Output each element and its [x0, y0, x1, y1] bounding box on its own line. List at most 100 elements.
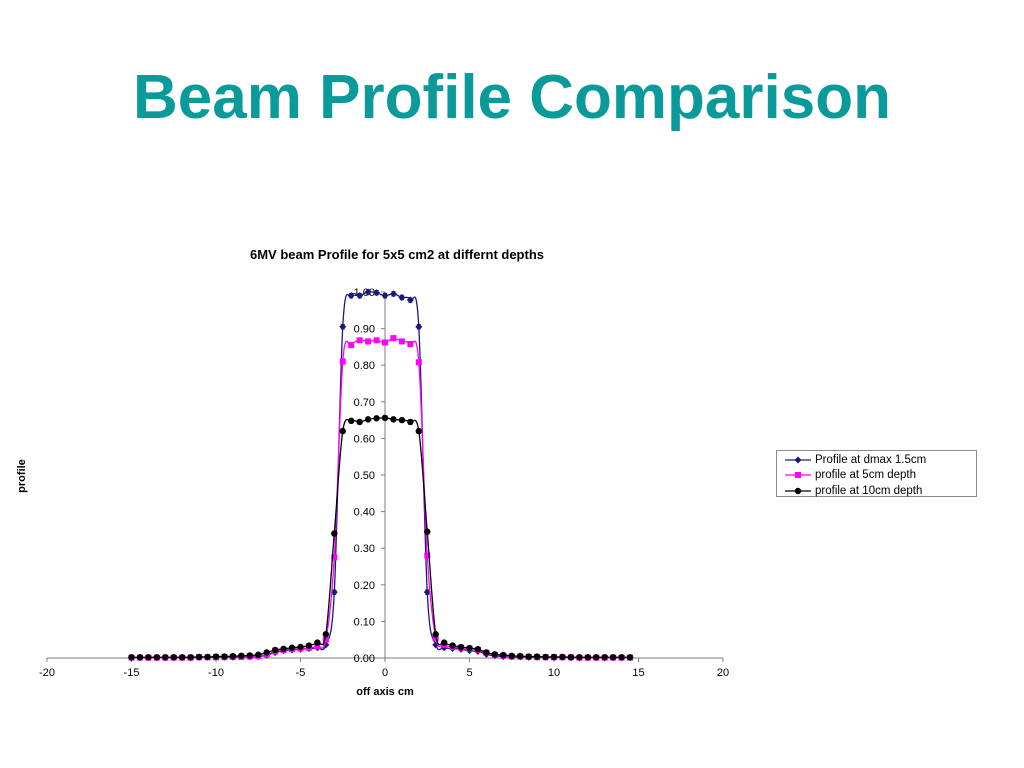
- data-point: [601, 654, 608, 661]
- data-point: [246, 652, 253, 659]
- data-point: [339, 323, 347, 331]
- data-point: [466, 644, 473, 652]
- data-point: [626, 654, 634, 661]
- data-point: [609, 654, 617, 661]
- x-tick-label: -15: [124, 667, 140, 679]
- data-point: [348, 417, 355, 425]
- data-point: [364, 416, 372, 423]
- data-point: [381, 414, 389, 422]
- data-point: [356, 292, 364, 300]
- data-point: [221, 653, 228, 660]
- legend-label: profile at 10cm depth: [815, 484, 923, 497]
- legend-key: [785, 472, 811, 479]
- data-point: [297, 643, 304, 651]
- data-point: [339, 358, 346, 365]
- data-point: [567, 654, 575, 661]
- legend-item: profile at 10cm depth: [777, 483, 976, 499]
- data-point: [406, 296, 414, 304]
- y-tick-label: 0.30: [354, 543, 375, 555]
- data-point: [373, 337, 380, 344]
- data-point: [424, 552, 431, 559]
- data-point: [794, 456, 802, 464]
- x-tick-label: 0: [382, 667, 388, 679]
- data-point: [423, 588, 431, 596]
- data-point: [389, 290, 397, 298]
- data-point: [128, 654, 135, 661]
- x-tick-label: -20: [39, 667, 55, 679]
- y-tick-label: 0.80: [354, 360, 375, 372]
- data-point: [179, 654, 186, 661]
- data-point: [373, 415, 380, 422]
- data-point: [153, 654, 161, 661]
- data-point: [440, 639, 448, 646]
- x-tick-label: 20: [717, 667, 729, 679]
- series-line: [131, 291, 631, 659]
- legend: Profile at dmax 1.5cm profile at 5cm dept…: [776, 450, 977, 497]
- data-point: [508, 652, 515, 660]
- data-point: [331, 554, 338, 561]
- data-point: [314, 639, 321, 646]
- data-point: [491, 651, 499, 658]
- data-point: [618, 654, 625, 661]
- data-point: [347, 292, 355, 300]
- x-tick-label: -5: [296, 667, 306, 679]
- axes: -20 -15 -10 -5 0 5 10 15 20 0.00 0.10 0.20 0.30 0.40 0…: [39, 287, 729, 679]
- y-tick-label: 0.20: [354, 580, 375, 592]
- data-point: [339, 427, 346, 435]
- series-1: [128, 288, 634, 662]
- data-point: [314, 643, 321, 650]
- data-point: [795, 472, 801, 479]
- x-tick-label: 10: [548, 667, 560, 679]
- series-3: [128, 414, 634, 661]
- data-point: [449, 642, 456, 649]
- data-point: [373, 289, 381, 297]
- data-point: [474, 646, 482, 653]
- data-point: [525, 653, 532, 660]
- data-point: [170, 654, 177, 661]
- series-2: [128, 335, 634, 661]
- data-point: [398, 338, 405, 345]
- data-point: [382, 339, 388, 346]
- data-point: [356, 418, 363, 426]
- data-point: [136, 654, 144, 661]
- data-point: [255, 651, 262, 658]
- data-point: [187, 654, 194, 661]
- data-point: [229, 652, 237, 660]
- data-point: [550, 653, 558, 661]
- data-point: [559, 653, 566, 661]
- legend-label: profile at 5cm depth: [815, 469, 917, 482]
- data-point: [331, 530, 338, 537]
- data-point: [794, 487, 802, 494]
- data-point: [407, 418, 414, 426]
- data-point: [415, 427, 422, 435]
- y-tick-label: 0.60: [354, 433, 375, 445]
- data-point: [415, 359, 422, 366]
- data-point: [238, 652, 245, 660]
- data-point: [398, 416, 406, 424]
- data-point: [381, 292, 389, 300]
- data-point: [390, 416, 397, 423]
- data-point: [322, 631, 330, 638]
- x-tick-label: -10: [208, 667, 224, 679]
- data-point: [356, 337, 363, 344]
- data-point: [576, 654, 583, 661]
- legend-item: Profile at dmax 1.5cm: [777, 452, 976, 468]
- plot-area: [128, 288, 634, 662]
- data-point: [322, 636, 329, 643]
- data-point: [195, 653, 203, 661]
- data-point: [533, 653, 541, 660]
- data-point: [593, 654, 600, 661]
- data-point: [365, 338, 372, 345]
- y-tick-label: 0.90: [354, 324, 375, 336]
- y-tick-label: 0.00: [354, 653, 375, 665]
- data-point: [500, 651, 507, 659]
- legend-label: Profile at dmax 1.5cm: [815, 453, 927, 466]
- data-point: [432, 631, 439, 638]
- x-tick-label: 15: [632, 667, 644, 679]
- x-tick-label: 5: [466, 667, 472, 679]
- chart-title: 6MV beam Profile for 5x5 cm2 at differnt…: [250, 247, 544, 262]
- data-point: [305, 642, 313, 649]
- y-tick-label: 0.70: [354, 397, 375, 409]
- data-point: [212, 653, 220, 660]
